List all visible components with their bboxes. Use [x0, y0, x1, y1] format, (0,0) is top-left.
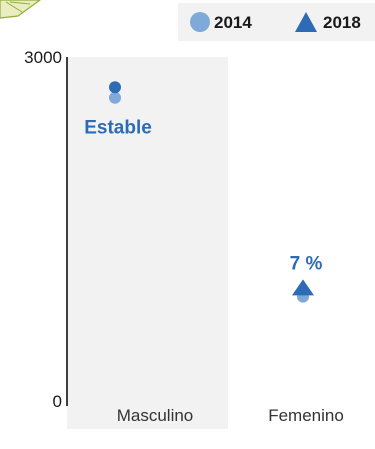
legend-2018-marker: [295, 12, 317, 32]
legend-background: [178, 3, 375, 41]
annotation-masculino: Estable: [84, 118, 152, 139]
legend-2018-label: 2018: [323, 13, 361, 32]
x-category-label-femenino: Femenino: [268, 406, 344, 425]
logo-fragment-icon: [0, 0, 42, 19]
marker-2018-femenino: [292, 279, 314, 296]
legend-2014-marker: [190, 12, 210, 32]
legend-2014-label: 2014: [214, 13, 252, 32]
marker-2014-masculino: [109, 91, 121, 104]
annotation-femenino: 7 %: [290, 253, 323, 274]
marker-2018-masculino: [109, 81, 121, 94]
x-category-label-masculino: Masculino: [117, 406, 194, 425]
highlight-band-masculino: [67, 57, 228, 429]
y-tick-label-top: 3000: [24, 48, 62, 67]
y-tick-label-bottom: 0: [53, 392, 62, 411]
legend: 2014 2018: [178, 3, 375, 41]
